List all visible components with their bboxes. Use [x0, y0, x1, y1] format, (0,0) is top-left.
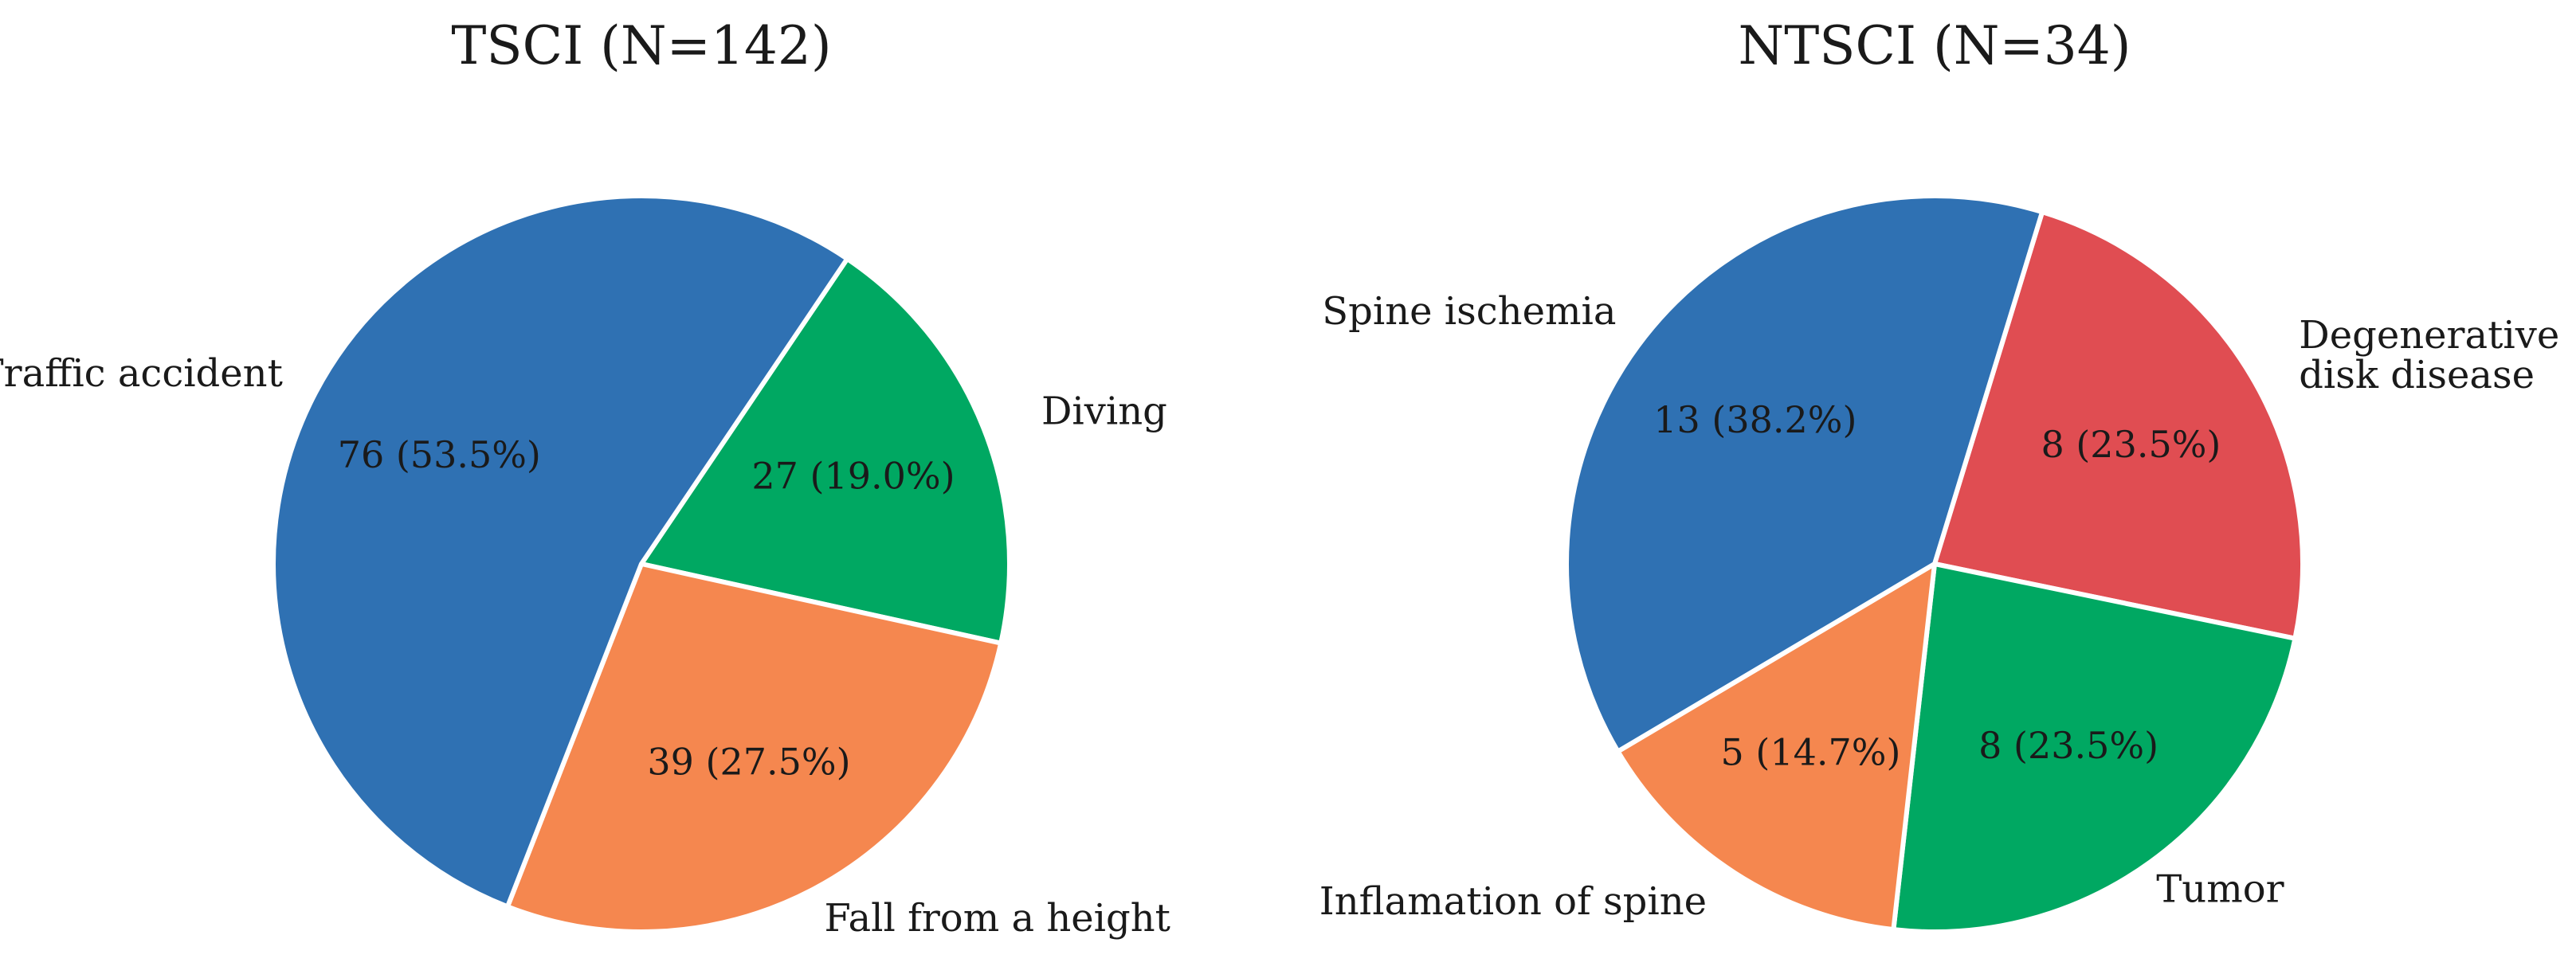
- tsci-slice-traffic-accident: [271, 194, 850, 910]
- tsci-category-label-fall-from-a-height: Fall from a height: [824, 896, 1170, 941]
- ntsci-slice-spine-ischemia: [1564, 194, 2045, 754]
- tsci-slice-diving: [639, 256, 1012, 646]
- ntsci-pie-chart: NTSCI (N=34) 8 (23.5%) Degenerative disk d…: [1319, 15, 2560, 934]
- tsci-value-label-fall-from-a-height: 39 (27.5%): [647, 741, 850, 784]
- ntsci-category-label-spine-ischemia: Spine ischemia: [1322, 288, 1616, 333]
- ntsci-labels: 8 (23.5%) Degenerative disk disease 8 (23.5…: [1319, 288, 2560, 923]
- ntsci-chart-title: NTSCI (N=34): [1738, 15, 2131, 76]
- ntsci-category-label-tumor: Tumor: [2156, 867, 2284, 911]
- tsci-value-label-traffic-accident: 76 (53.5%): [338, 433, 541, 476]
- ntsci-category-label-inflamation-of-spine: Inflamation of spine: [1319, 878, 1707, 923]
- tsci-value-label-diving: 27 (19.0%): [751, 455, 955, 498]
- tsci-chart-title: TSCI (N=142): [451, 15, 831, 76]
- ntsci-slice-degenerative-disk-disease: [1932, 209, 2305, 641]
- tsci-labels: 27 (19.0%) Diving 39 (27.5%) Fall from a he…: [0, 351, 1170, 941]
- tsci-category-label-diving: Diving: [1041, 389, 1167, 433]
- ntsci-value-label-degenerative-disk-disease: 8 (23.5%): [2041, 423, 2221, 466]
- tsci-pie-chart: TSCI (N=142) 27 (19.0%) Diving 39 (27.5%) F…: [0, 15, 1170, 941]
- ntsci-slices: [1564, 194, 2305, 934]
- ntsci-slice-tumor: [1891, 561, 2298, 934]
- ntsci-value-label-tumor: 8 (23.5%): [1978, 724, 2158, 767]
- tsci-category-label-traffic-accident: Traffic accident: [0, 351, 283, 396]
- tsci-slice-fall-from-a-height: [504, 561, 1004, 934]
- ntsci-value-label-spine-ischemia: 13 (38.2%): [1653, 398, 1857, 441]
- ntsci-value-label-inflamation-of-spine: 5 (14.7%): [1721, 731, 1901, 774]
- ntsci-slice-inflamation-of-spine: [1615, 561, 1937, 933]
- ntsci-category-label-degenerative-disk-disease: Degenerative disk disease: [2299, 312, 2559, 397]
- tsci-slices: [271, 194, 1012, 934]
